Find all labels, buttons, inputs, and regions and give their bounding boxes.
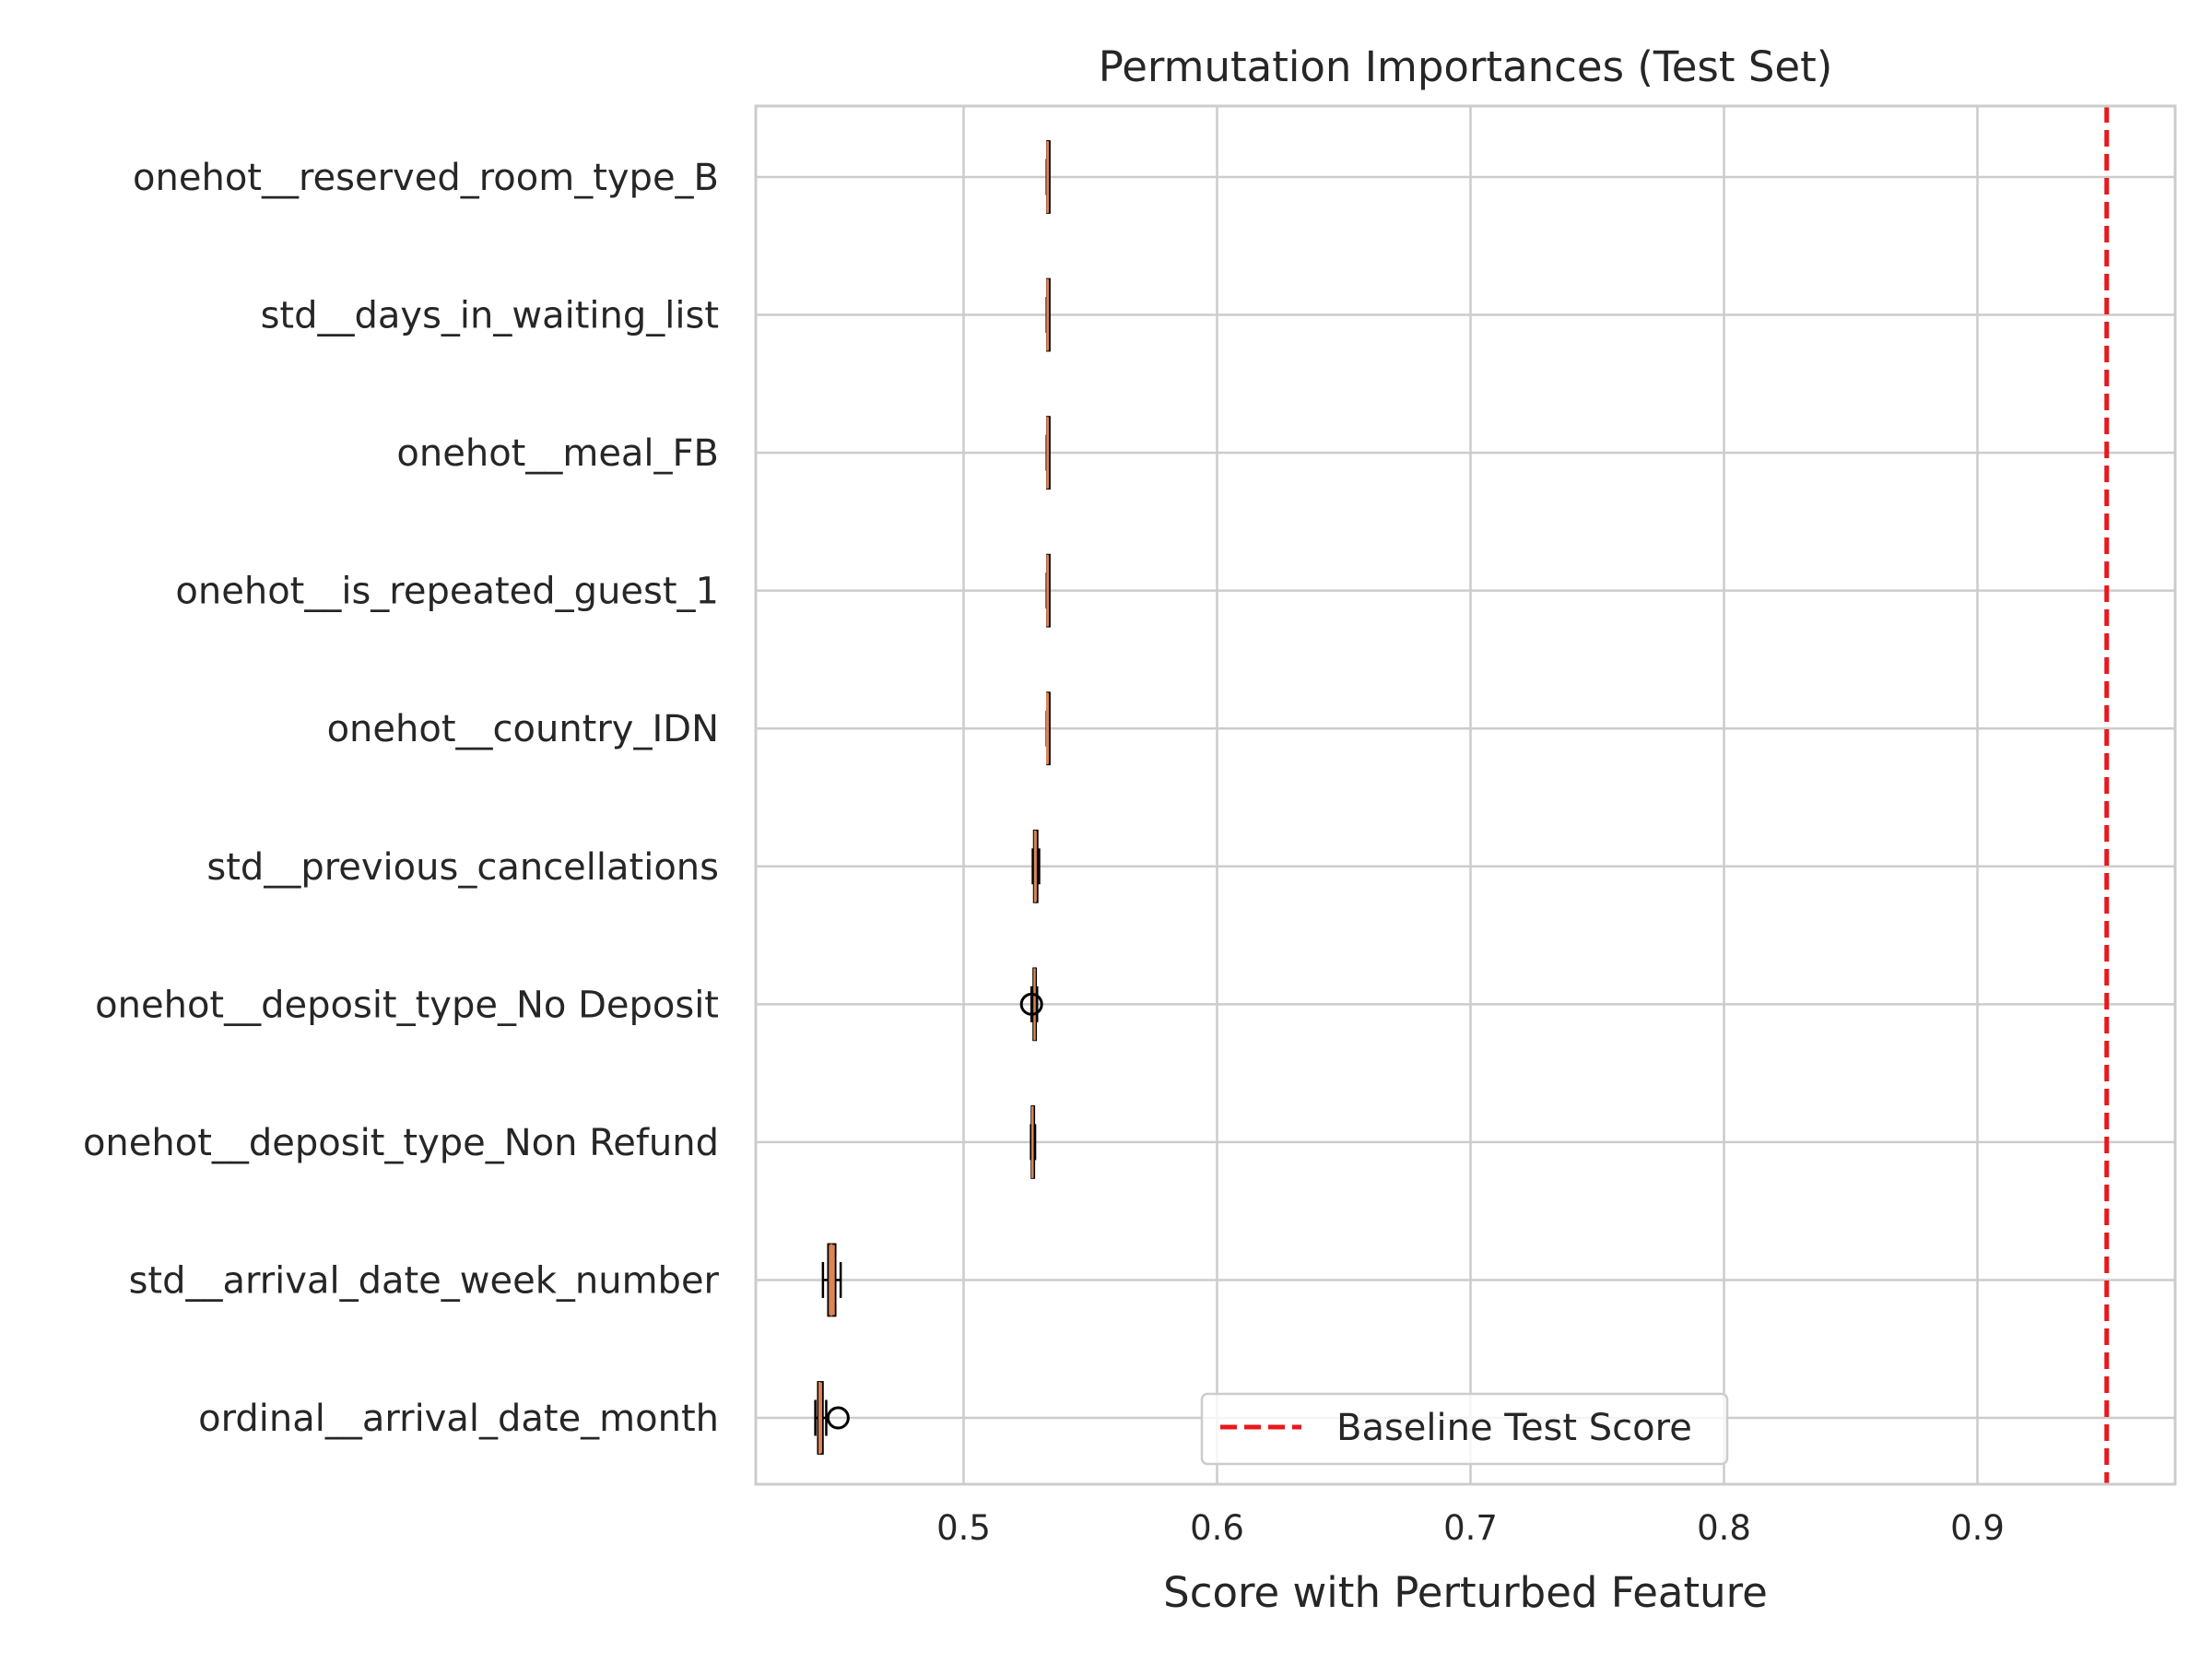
box-plot <box>1031 829 1041 903</box>
y-tick-labels: ordinal__arrival_date_month std__arrival_… <box>83 157 720 1440</box>
x-tick-labels: 0.5 0.6 0.7 0.8 0.9 <box>936 1508 2005 1548</box>
legend-frame <box>1200 1392 1729 1466</box>
y-tick-label: onehot__meal_FB <box>396 432 719 475</box>
box-layer <box>814 140 1051 1455</box>
box-flier <box>1019 992 1043 1016</box>
chart-title: Permutation Importances (Test Set) <box>1099 42 1833 91</box>
y-tick-label: ordinal__arrival_date_month <box>198 1398 719 1440</box>
y-tick-label: std__previous_cancellations <box>206 846 719 889</box>
box-plot <box>821 1243 842 1317</box>
x-tick-label: 0.8 <box>1697 1508 1751 1548</box>
box-plot <box>1045 691 1051 766</box>
box-plot <box>1045 277 1051 352</box>
box-plot <box>1045 140 1051 214</box>
y-tick-label: onehot__deposit_type_Non Refund <box>83 1122 719 1164</box>
box-plot <box>1030 1104 1037 1179</box>
y-tick-label: onehot__country_IDN <box>327 708 719 750</box>
y-tick-label: std__days_in_waiting_list <box>261 295 719 337</box>
y-tick-label: onehot__reserved_room_type_B <box>133 157 719 199</box>
box-plot <box>1045 553 1051 628</box>
y-tick-label: std__arrival_date_week_number <box>129 1259 720 1302</box>
plot-frame <box>754 104 2177 1486</box>
x-tick-label: 0.5 <box>936 1508 991 1548</box>
grid-layer <box>756 106 2175 1484</box>
box-flier <box>826 1406 850 1430</box>
x-tick-label: 0.7 <box>1443 1508 1498 1548</box>
box-plot <box>814 1381 850 1455</box>
x-axis-label: Score with Perturbed Feature <box>1163 1568 1768 1617</box>
x-tick-label: 0.6 <box>1190 1508 1244 1548</box>
box-plot <box>1045 416 1051 490</box>
legend-baseline-label: Baseline Test Score <box>1336 1407 1692 1449</box>
x-tick-label: 0.9 <box>1950 1508 2005 1548</box>
box-plot <box>1019 967 1043 1042</box>
legend: Baseline Test Score <box>1200 1392 1729 1466</box>
y-tick-label: onehot__is_repeated_guest_1 <box>175 571 719 613</box>
y-tick-label: onehot__deposit_type_No Deposit <box>95 984 719 1026</box>
